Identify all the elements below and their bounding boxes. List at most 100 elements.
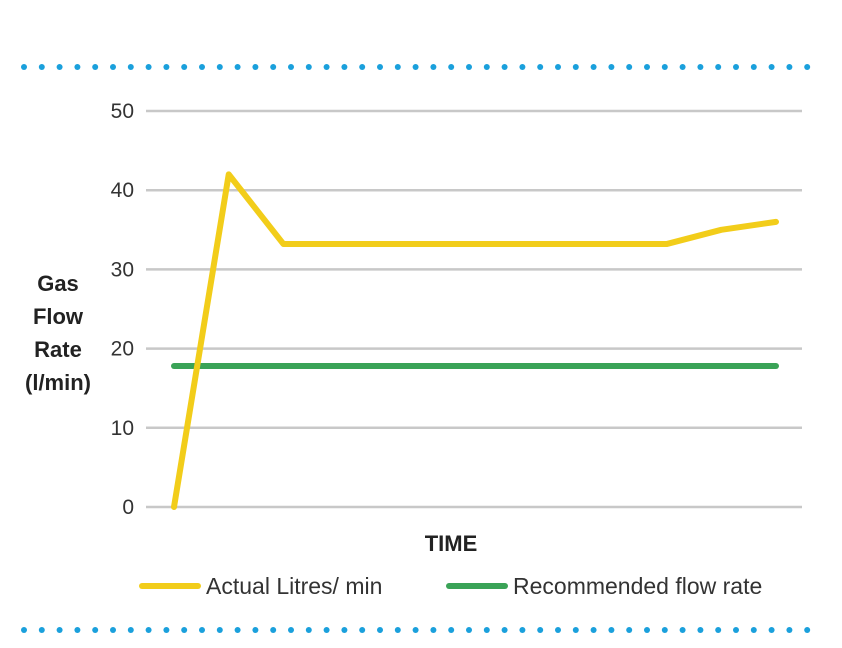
- y-axis-label-line-3: Rate: [34, 337, 82, 362]
- y-axis-label-line-1: Gas: [37, 271, 79, 296]
- border-dot: [804, 627, 811, 633]
- border-dot: [270, 627, 277, 633]
- border-dot: [644, 627, 650, 633]
- border-dot: [786, 64, 793, 70]
- border-dot: [448, 64, 455, 70]
- border-dot: [590, 627, 597, 633]
- border-dot: [305, 627, 312, 633]
- border-dot: [252, 64, 259, 70]
- y-tick-label: 40: [111, 179, 134, 202]
- border-dot: [288, 627, 294, 633]
- border-dot: [412, 627, 419, 633]
- border-dot: [430, 627, 437, 633]
- border-dot: [466, 627, 472, 633]
- border-dot: [323, 64, 330, 70]
- bottom-dotted-border: [21, 627, 811, 633]
- border-dot: [715, 627, 722, 633]
- y-axis-ticks: 0 10 20 30 40 50: [111, 100, 134, 519]
- border-dot: [768, 627, 775, 633]
- border-dot: [234, 64, 241, 70]
- border-dot: [430, 64, 437, 70]
- y-tick-label: 50: [111, 100, 134, 123]
- border-dot: [216, 64, 223, 70]
- top-dotted-border: [21, 64, 811, 70]
- border-dot: [501, 64, 508, 70]
- border-dot: [590, 64, 597, 70]
- border-dot: [181, 64, 188, 70]
- border-dot: [519, 627, 526, 633]
- border-dot: [145, 64, 152, 70]
- border-dot: [323, 627, 330, 633]
- border-dot: [377, 627, 383, 633]
- border-dot: [804, 64, 811, 70]
- border-dot: [483, 627, 490, 633]
- border-dot: [92, 627, 99, 633]
- border-dot: [733, 64, 739, 70]
- border-dot: [74, 627, 81, 633]
- border-dot: [715, 64, 722, 70]
- border-dot: [750, 64, 757, 70]
- legend: Actual Litres/ min Recommended flow rate: [139, 573, 762, 599]
- border-dot: [483, 64, 490, 70]
- border-dot: [377, 64, 383, 70]
- border-dot: [21, 64, 27, 70]
- border-dot: [270, 64, 277, 70]
- border-dot: [252, 627, 259, 633]
- border-dot: [626, 64, 633, 70]
- border-dot: [644, 64, 650, 70]
- border-dot: [448, 627, 455, 633]
- y-axis-label: Gas Flow Rate (l/min): [25, 271, 91, 395]
- border-dot: [74, 64, 81, 70]
- border-dot: [92, 64, 99, 70]
- border-dot: [501, 627, 508, 633]
- border-dot: [199, 64, 205, 70]
- border-dot: [305, 64, 312, 70]
- border-dot: [38, 627, 45, 633]
- border-dot: [572, 627, 579, 633]
- border-dot: [626, 627, 633, 633]
- border-dot: [679, 627, 686, 633]
- border-dot: [661, 627, 668, 633]
- border-dot: [163, 64, 170, 70]
- y-tick-label: 30: [111, 258, 134, 281]
- gridlines: [146, 109, 802, 509]
- border-dot: [21, 627, 27, 633]
- border-dot: [537, 64, 544, 70]
- border-dot: [341, 627, 348, 633]
- border-dot: [288, 64, 294, 70]
- border-dot: [412, 64, 419, 70]
- border-dot: [555, 627, 561, 633]
- border-dot: [56, 64, 63, 70]
- border-dot: [519, 64, 526, 70]
- border-dot: [359, 64, 366, 70]
- border-dot: [768, 64, 775, 70]
- border-dot: [56, 627, 63, 633]
- border-dot: [750, 627, 757, 633]
- border-dot: [110, 64, 116, 70]
- border-dot: [199, 627, 205, 633]
- legend-label-recommended: Recommended flow rate: [513, 573, 762, 599]
- border-dot: [466, 64, 472, 70]
- y-tick-label: 0: [122, 496, 134, 519]
- border-dot: [341, 64, 348, 70]
- border-dot: [733, 627, 739, 633]
- y-axis-label-line-4: (l/min): [25, 370, 91, 395]
- border-dot: [145, 627, 152, 633]
- border-dot: [697, 64, 704, 70]
- border-dot: [359, 627, 366, 633]
- border-dot: [127, 64, 134, 70]
- border-dot: [786, 627, 793, 633]
- border-dot: [608, 64, 615, 70]
- border-dot: [661, 64, 668, 70]
- x-axis-label: TIME: [425, 531, 478, 556]
- border-dot: [127, 627, 134, 633]
- border-dot: [679, 64, 686, 70]
- border-dot: [234, 627, 241, 633]
- border-dot: [163, 627, 170, 633]
- border-dot: [181, 627, 188, 633]
- border-dot: [572, 64, 579, 70]
- series-layer: [171, 171, 779, 510]
- border-dot: [394, 627, 401, 633]
- border-dot: [38, 64, 45, 70]
